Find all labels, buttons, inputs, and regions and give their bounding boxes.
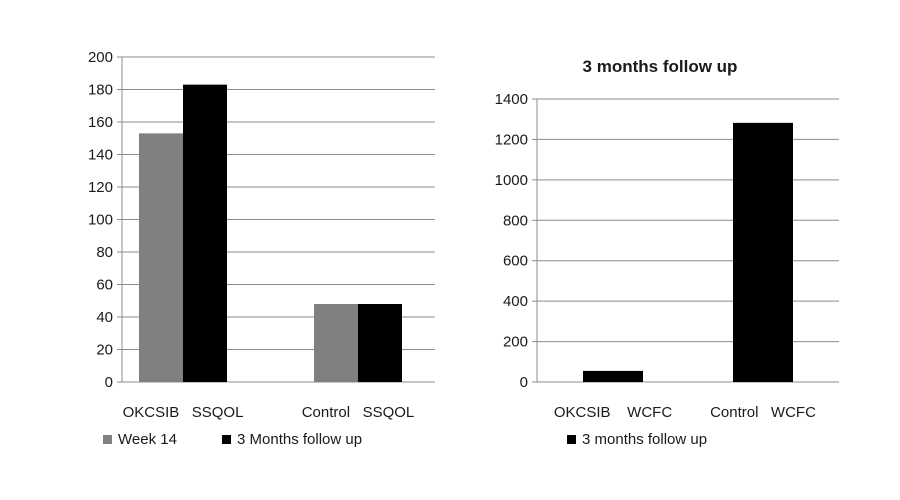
- bar-wcfc-0-0: [583, 370, 643, 382]
- legend-label: 3 Months follow up: [237, 431, 362, 448]
- y-tick-label: 160: [88, 114, 113, 131]
- y-tick-label: 20: [96, 342, 113, 359]
- y-tick-label: 40: [96, 309, 113, 326]
- y-tick-label: 140: [88, 147, 113, 164]
- legend-label: 3 months follow up: [582, 431, 707, 448]
- y-tick-label: 800: [503, 212, 528, 229]
- y-tick-label: 200: [503, 334, 528, 351]
- legend-swatch: [567, 435, 576, 444]
- chart-wcfc: 3 months follow up 0 200 400 600 800 1000 1200 1…: [495, 57, 839, 448]
- chart-title: 3 months follow up: [583, 57, 738, 76]
- bar-ssqol-1-1: [358, 304, 402, 382]
- y-tick-label: 180: [88, 82, 113, 99]
- y-tick-label: 0: [105, 374, 113, 391]
- bar-ssqol-0-1: [183, 84, 227, 382]
- y-tick-label: 80: [96, 244, 113, 261]
- legend-swatch: [103, 435, 112, 444]
- y-tick-label: 120: [88, 179, 113, 196]
- category-label: Control SSQOL: [302, 404, 415, 421]
- y-tick-label: 600: [503, 253, 528, 270]
- category-label: Control WCFC: [710, 404, 816, 421]
- bar-wcfc-1-0: [733, 122, 793, 383]
- y-tick-label: 0: [520, 374, 528, 391]
- bar-ssqol-1-0: [314, 304, 358, 382]
- category-label: OKCSIB WCFC: [554, 404, 673, 421]
- legend-label: Week 14: [118, 431, 177, 448]
- legend-swatch: [222, 435, 231, 444]
- y-tick-label: 100: [88, 212, 113, 229]
- y-tick-label: 1200: [495, 131, 528, 148]
- category-label: OKCSIB SSQOL: [123, 404, 244, 421]
- y-tick-label: 400: [503, 293, 528, 310]
- y-tick-label: 60: [96, 277, 113, 294]
- y-tick-label: 1000: [495, 172, 528, 189]
- chart-ssqol: 0 20 40 60 80 100 120 140 160 180 200 OKCSIB SSQOL C…: [88, 49, 435, 448]
- bar-ssqol-0-0: [139, 133, 183, 382]
- y-tick-label: 200: [88, 49, 113, 66]
- y-tick-label: 1400: [495, 91, 528, 108]
